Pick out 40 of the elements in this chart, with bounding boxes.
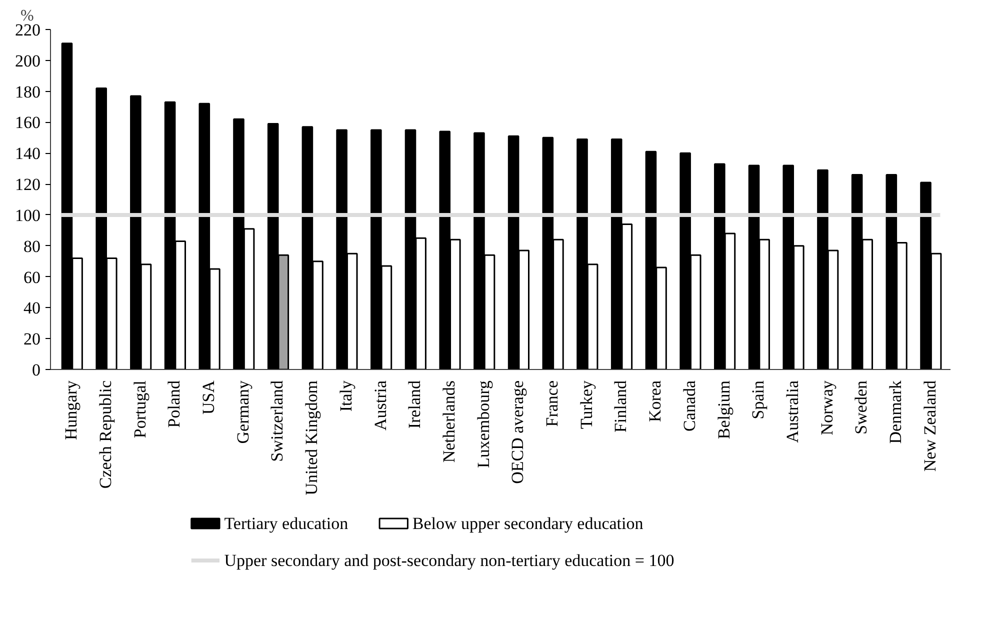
y-tick-label: 0 <box>32 360 40 380</box>
x-tick-label: Hungary <box>62 380 81 440</box>
legend-label: Below upper secondary education <box>412 514 644 533</box>
x-tick-label: Turkey <box>576 380 596 429</box>
x-tick-label: France <box>542 380 562 427</box>
x-tick-label: Netherlands <box>439 380 458 463</box>
x-tick-label: New Zealand <box>920 380 940 472</box>
y-tick-label: 20 <box>24 330 40 349</box>
x-tick-label: United Kingdom <box>302 380 322 496</box>
x-tick-label: Belgium <box>714 380 734 440</box>
x-tick-label: Portugal <box>130 380 150 438</box>
x-tick-label: Denmark <box>886 380 906 444</box>
y-tick-label: 40 <box>24 298 40 318</box>
x-tick-label: Finland <box>611 380 630 432</box>
x-tick-label: Spain <box>748 380 768 420</box>
x-tick-label: Germany <box>233 380 252 444</box>
x-tick-label: Canada <box>680 380 699 432</box>
x-tick-label: Korea <box>646 380 665 422</box>
legend-label: Tertiary education <box>224 514 349 533</box>
x-tick-label: Norway <box>817 380 836 436</box>
y-tick-label: 180 <box>15 82 40 102</box>
x-tick-label: Poland <box>164 380 184 428</box>
y-tick-label: 120 <box>15 175 40 194</box>
x-tick-label: Ireland <box>405 380 424 429</box>
x-tick-label: Italy <box>336 380 356 412</box>
legend-label: Upper secondary and post-secondary non-tertiary education = 100 <box>224 551 674 570</box>
x-tick-label: Luxembourg <box>474 380 493 468</box>
y-tick-label: 200 <box>15 51 40 70</box>
x-tick-label: Switzerland <box>268 380 287 462</box>
x-tick-label: Sweden <box>852 380 871 434</box>
y-tick-label: 60 <box>24 268 40 287</box>
y-tick-label: 100 <box>15 206 40 225</box>
x-tick-label: USA <box>199 380 218 415</box>
x-tick-label: Czech Republic <box>96 380 115 489</box>
x-tick-label: Australia <box>782 380 802 443</box>
x-tick-label: OECD average <box>508 380 528 484</box>
y-tick-label: 140 <box>15 144 40 164</box>
x-tick-label: Austria <box>370 380 390 431</box>
y-tick-label: 160 <box>15 113 40 132</box>
y-tick-label: 80 <box>24 236 40 256</box>
